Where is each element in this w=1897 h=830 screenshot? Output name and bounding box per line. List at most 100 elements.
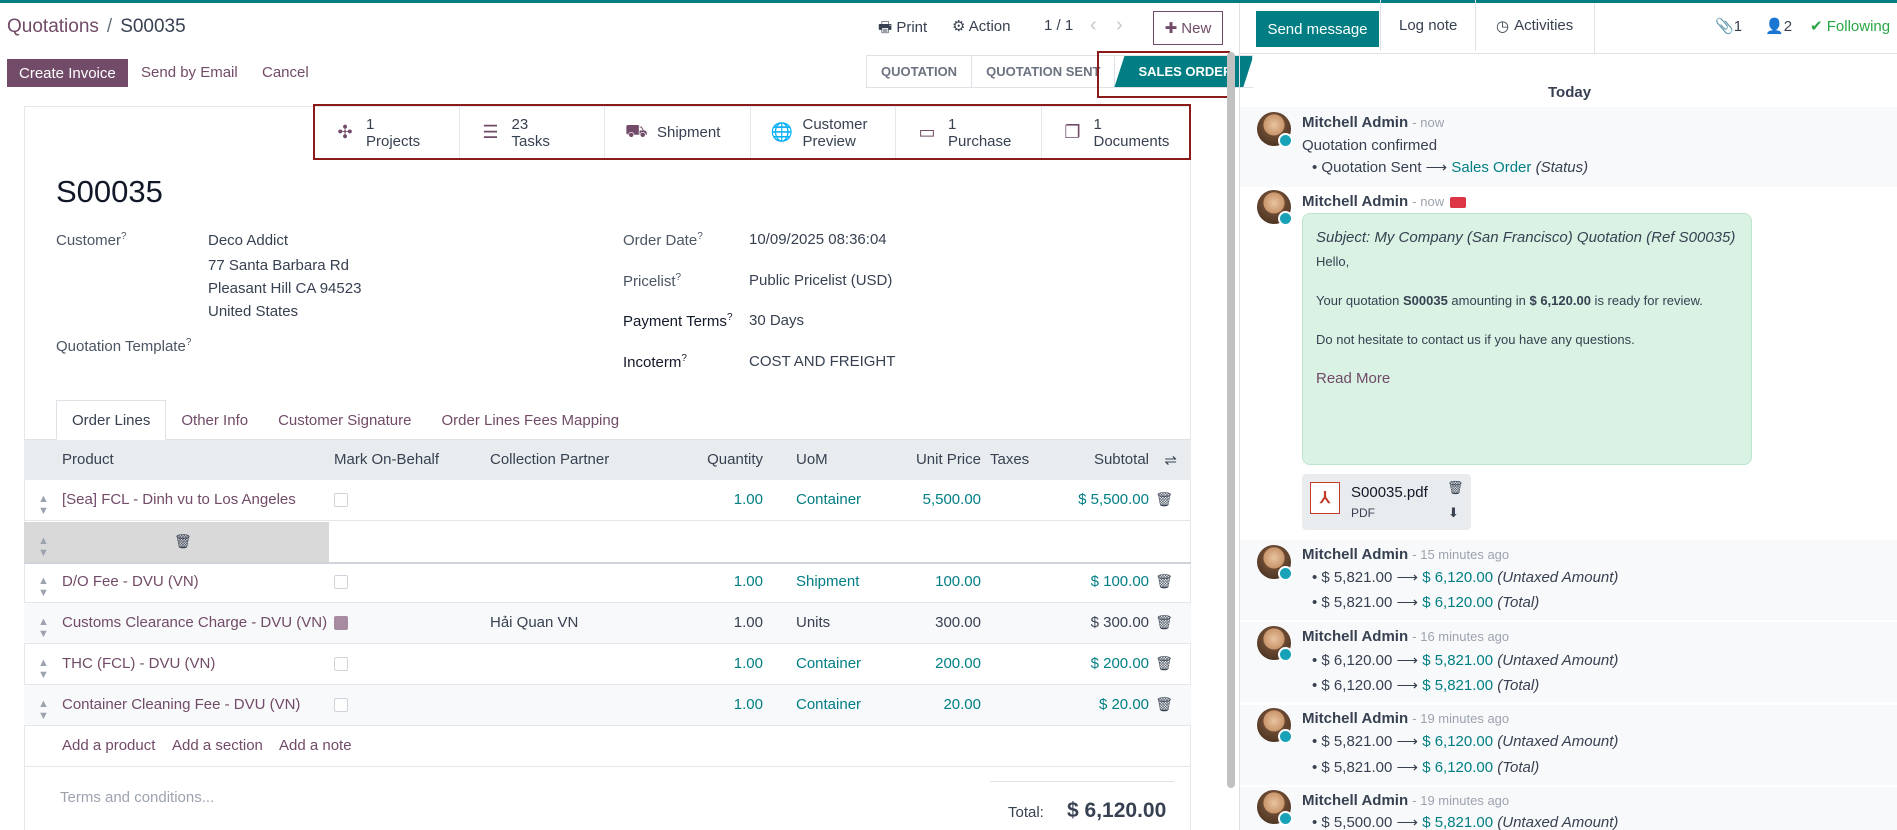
pricelist-value[interactable]: Public Pricelist (USD) (749, 272, 893, 289)
drag-handle-icon[interactable]: ▲ ▼ (38, 493, 49, 517)
drag-handle-icon[interactable]: ▲ ▼ (38, 616, 49, 640)
followers-counter[interactable]: 👤2 (1765, 17, 1792, 35)
cancel-button[interactable]: Cancel (262, 64, 309, 81)
pager-next-icon[interactable]: › (1116, 14, 1123, 36)
avatar[interactable] (1257, 545, 1293, 581)
help-mark[interactable]: ? (697, 231, 703, 242)
help-mark[interactable]: ? (675, 272, 682, 283)
row-unit-price[interactable]: 20.00 (943, 696, 981, 713)
pdf-attachment[interactable]: ⅄ S00035.pdf PDF 🗑 ⬇ (1302, 474, 1471, 530)
row-unit-price[interactable]: 100.00 (935, 573, 981, 590)
table-row[interactable]: ▲ ▼ [Sea] FCL - Dinh vu to Los Angeles 1.… (24, 480, 1191, 521)
help-mark[interactable]: ? (726, 312, 733, 323)
action-button[interactable]: ⚙ Action (952, 17, 1011, 35)
status-quotation-sent[interactable]: QUOTATION SENT (972, 56, 1116, 87)
shipment-smart-button[interactable]: ⛟ Shipment (604, 106, 750, 159)
avatar[interactable] (1257, 790, 1293, 826)
help-mark[interactable]: ? (185, 337, 192, 348)
section-row[interactable]: ▲ ▼ 🗑 (24, 522, 329, 562)
avatar[interactable] (1257, 708, 1293, 744)
message-author[interactable]: Mitchell Admin - now (1302, 193, 1467, 210)
row-uom[interactable]: Container (796, 696, 862, 713)
tab-customer-signature[interactable]: Customer Signature (278, 411, 412, 429)
col-product[interactable]: Product (62, 451, 114, 468)
column-settings-icon[interactable]: ⇌ (1164, 452, 1177, 469)
activities-button[interactable]: ◷ Activities (1478, 0, 1591, 51)
payment-terms-value[interactable]: 30 Days (749, 312, 805, 329)
print-button[interactable]: 🖶 Print (878, 17, 927, 42)
row-product[interactable]: [Sea] FCL - Dinh vu to Los Angeles (62, 491, 296, 508)
projects-smart-button[interactable]: ✣ 1 Projects (313, 106, 459, 159)
message-author[interactable]: Mitchell Admin - now (1302, 114, 1444, 131)
form-scrollbar[interactable] (1227, 52, 1235, 788)
row-quantity[interactable]: 1.00 (733, 614, 763, 631)
mark-on-behalf-checkbox[interactable] (334, 575, 348, 589)
row-uom[interactable]: Container (796, 491, 862, 508)
row-unit-price[interactable]: 300.00 (935, 614, 981, 631)
help-mark[interactable]: ? (681, 353, 687, 364)
help-mark[interactable]: ? (121, 231, 127, 242)
col-mark-on-behalf[interactable]: Mark On-Behalf (334, 451, 440, 468)
send-by-email-button[interactable]: Send by Email (141, 64, 238, 81)
col-quantity[interactable]: Quantity (707, 451, 763, 468)
delete-row-icon[interactable]: 🗑 (1155, 573, 1173, 589)
terms-input[interactable]: Terms and conditions... (60, 789, 215, 806)
delete-row-icon[interactable]: 🗑 (1155, 491, 1173, 507)
row-quantity[interactable]: 1.00 (733, 573, 763, 590)
breadcrumb-quotations-link[interactable]: Quotations (7, 16, 99, 37)
new-button[interactable]: ✚ New (1153, 11, 1223, 45)
mark-on-behalf-checkbox[interactable] (334, 698, 348, 712)
row-product[interactable]: D/O Fee - DVU (VN) (62, 573, 199, 590)
message-author[interactable]: Mitchell Admin - 16 minutes ago (1302, 628, 1509, 645)
col-unit-price[interactable]: Unit Price (915, 451, 981, 468)
row-product[interactable]: THC (FCL) - DVU (VN) (62, 655, 216, 672)
row-uom[interactable]: Shipment (796, 573, 860, 590)
tasks-smart-button[interactable]: ☰ 23 Tasks (458, 106, 605, 159)
delete-row-icon[interactable]: 🗑 (1155, 655, 1173, 671)
row-collection-partner[interactable]: Hải Quan VN (490, 614, 579, 631)
drag-handle-icon[interactable]: ▲ ▼ (38, 657, 49, 681)
table-row[interactable]: ▲ ▼ D/O Fee - DVU (VN) 1.00 Shipment 100.… (24, 562, 1191, 603)
row-unit-price[interactable]: 200.00 (935, 655, 981, 672)
drag-handle-icon[interactable]: ▲ ▼ (38, 575, 49, 599)
message-author[interactable]: Mitchell Admin - 15 minutes ago (1302, 546, 1509, 563)
tab-other-info[interactable]: Other Info (181, 411, 249, 429)
avatar[interactable] (1257, 626, 1293, 662)
customer-name-link[interactable]: Deco Addict (208, 232, 289, 249)
tab-order-lines[interactable]: Order Lines (56, 400, 167, 440)
purchase-smart-button[interactable]: ▭ 1 Purchase (895, 106, 1041, 159)
add-section-link[interactable]: Add a section (172, 737, 263, 754)
documents-smart-button[interactable]: ❐ 1 Documents (1040, 106, 1187, 159)
attachments-counter[interactable]: 📎1 (1715, 17, 1742, 35)
mark-on-behalf-checkbox[interactable] (334, 657, 348, 671)
customer-preview-smart-button[interactable]: 🌐 Customer Preview (749, 106, 896, 159)
status-quotation[interactable]: QUOTATION (867, 56, 973, 87)
mark-on-behalf-checkbox[interactable] (334, 493, 348, 507)
row-quantity[interactable]: 1.00 (733, 655, 763, 672)
add-note-link[interactable]: Add a note (279, 737, 352, 754)
avatar[interactable] (1257, 112, 1293, 148)
create-invoice-button[interactable]: Create Invoice (7, 59, 128, 87)
row-quantity[interactable]: 1.00 (733, 696, 763, 713)
incoterm-value[interactable]: COST AND FREIGHT (749, 353, 896, 370)
message-author[interactable]: Mitchell Admin - 19 minutes ago (1302, 710, 1509, 727)
message-author[interactable]: Mitchell Admin - 19 minutes ago (1302, 792, 1509, 809)
mark-on-behalf-checkbox[interactable] (334, 616, 348, 630)
order-date-value[interactable]: 10/09/2025 08:36:04 (749, 231, 887, 248)
delete-row-icon[interactable]: 🗑 (1155, 696, 1173, 712)
col-taxes[interactable]: Taxes (990, 451, 1030, 468)
delete-row-icon[interactable]: 🗑 (1155, 614, 1173, 630)
tab-order-lines-fees-mapping[interactable]: Order Lines Fees Mapping (441, 411, 620, 429)
col-subtotal[interactable]: Subtotal (1093, 451, 1149, 468)
log-note-button[interactable]: Log note (1380, 0, 1477, 51)
delete-section-icon[interactable]: 🗑 (174, 533, 192, 549)
table-row[interactable]: ▲ ▼ Container Cleaning Fee - DVU (VN) 1.0… (24, 685, 1191, 726)
row-quantity[interactable]: 1.00 (733, 491, 763, 508)
delete-attachment-icon[interactable]: 🗑 (1447, 480, 1464, 495)
pager-prev-icon[interactable]: ‹ (1090, 14, 1097, 36)
avatar[interactable] (1257, 190, 1293, 226)
col-uom[interactable]: UoM (796, 451, 828, 468)
row-product[interactable]: Container Cleaning Fee - DVU (VN) (62, 696, 301, 713)
read-more-link[interactable]: Read More (1316, 370, 1391, 387)
row-product[interactable]: Customs Clearance Charge - DVU (VN) (62, 614, 328, 631)
